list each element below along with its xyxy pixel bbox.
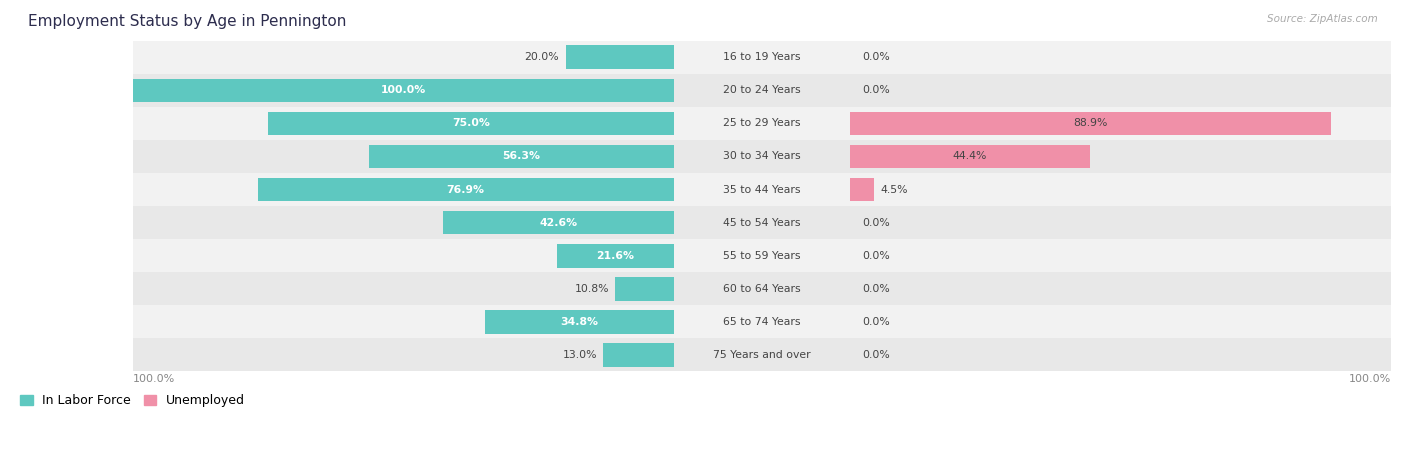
Bar (132, 272, 1391, 305)
Text: 75.0%: 75.0% (451, 119, 489, 129)
Bar (269, 111, 673, 135)
Bar (132, 173, 1391, 206)
Bar (565, 46, 673, 69)
Bar (849, 145, 1090, 168)
Bar (603, 343, 673, 367)
Bar (132, 305, 1391, 338)
Text: 100.0%: 100.0% (381, 85, 426, 96)
Bar (616, 277, 673, 300)
Text: 0.0%: 0.0% (862, 251, 890, 261)
Text: 75 Years and over: 75 Years and over (713, 350, 811, 360)
Bar (257, 178, 673, 202)
Bar (557, 244, 673, 267)
Bar (485, 310, 673, 334)
Legend: In Labor Force, Unemployed: In Labor Force, Unemployed (15, 389, 250, 412)
Bar (132, 338, 1391, 371)
Bar (849, 111, 1331, 135)
Text: 4.5%: 4.5% (880, 184, 908, 194)
Text: 55 to 59 Years: 55 to 59 Years (723, 251, 800, 261)
Text: 16 to 19 Years: 16 to 19 Years (723, 52, 800, 62)
Text: 44.4%: 44.4% (953, 152, 987, 161)
Text: 35 to 44 Years: 35 to 44 Years (723, 184, 800, 194)
Text: 0.0%: 0.0% (862, 85, 890, 96)
Bar (132, 78, 673, 102)
Text: 100.0%: 100.0% (1348, 374, 1391, 384)
Text: 25 to 29 Years: 25 to 29 Years (723, 119, 800, 129)
Text: 30 to 34 Years: 30 to 34 Years (723, 152, 800, 161)
Text: 13.0%: 13.0% (562, 350, 598, 360)
Bar (132, 74, 1391, 107)
Text: 21.6%: 21.6% (596, 251, 634, 261)
Bar (132, 107, 1391, 140)
Text: 0.0%: 0.0% (862, 284, 890, 294)
Text: 20 to 24 Years: 20 to 24 Years (723, 85, 800, 96)
Text: 76.9%: 76.9% (447, 184, 485, 194)
Bar (849, 178, 875, 202)
Text: 56.3%: 56.3% (502, 152, 540, 161)
Bar (132, 239, 1391, 272)
Text: 100.0%: 100.0% (132, 374, 174, 384)
Text: 0.0%: 0.0% (862, 317, 890, 327)
Text: 60 to 64 Years: 60 to 64 Years (723, 284, 800, 294)
Text: 20.0%: 20.0% (524, 52, 560, 62)
Bar (132, 140, 1391, 173)
Text: Employment Status by Age in Pennington: Employment Status by Age in Pennington (28, 14, 346, 28)
Text: 45 to 54 Years: 45 to 54 Years (723, 217, 800, 228)
Text: Source: ZipAtlas.com: Source: ZipAtlas.com (1267, 14, 1378, 23)
Bar (370, 145, 673, 168)
Bar (132, 41, 1391, 74)
Text: 0.0%: 0.0% (862, 52, 890, 62)
Text: 0.0%: 0.0% (862, 350, 890, 360)
Text: 10.8%: 10.8% (575, 284, 609, 294)
Text: 0.0%: 0.0% (862, 217, 890, 228)
Text: 42.6%: 42.6% (540, 217, 578, 228)
Bar (132, 206, 1391, 239)
Text: 34.8%: 34.8% (561, 317, 599, 327)
Text: 65 to 74 Years: 65 to 74 Years (723, 317, 800, 327)
Bar (443, 211, 673, 235)
Text: 88.9%: 88.9% (1073, 119, 1108, 129)
